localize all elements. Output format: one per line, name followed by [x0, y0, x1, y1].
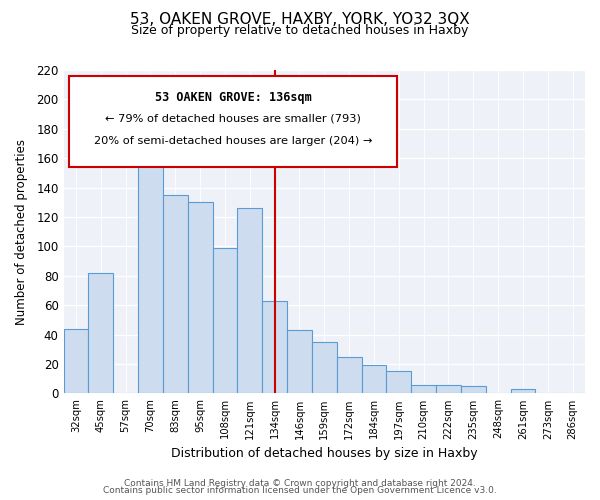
Bar	[188, 202, 212, 394]
Bar	[287, 330, 312, 394]
Bar	[436, 384, 461, 394]
Bar	[337, 356, 362, 394]
Bar	[64, 328, 88, 394]
Bar	[362, 366, 386, 394]
Text: ← 79% of detached houses are smaller (793): ← 79% of detached houses are smaller (79…	[105, 114, 361, 124]
FancyBboxPatch shape	[69, 76, 397, 167]
Bar	[212, 248, 238, 394]
Text: 53, OAKEN GROVE, HAXBY, YORK, YO32 3QX: 53, OAKEN GROVE, HAXBY, YORK, YO32 3QX	[130, 12, 470, 28]
Text: 20% of semi-detached houses are larger (204) →: 20% of semi-detached houses are larger (…	[94, 136, 372, 146]
Bar	[138, 140, 163, 394]
Bar	[511, 389, 535, 394]
Text: 53 OAKEN GROVE: 136sqm: 53 OAKEN GROVE: 136sqm	[155, 91, 311, 104]
Bar	[312, 342, 337, 394]
Y-axis label: Number of detached properties: Number of detached properties	[15, 138, 28, 324]
Bar	[238, 208, 262, 394]
Bar	[88, 273, 113, 394]
X-axis label: Distribution of detached houses by size in Haxby: Distribution of detached houses by size …	[171, 447, 478, 460]
Text: Contains HM Land Registry data © Crown copyright and database right 2024.: Contains HM Land Registry data © Crown c…	[124, 478, 476, 488]
Bar	[461, 386, 485, 394]
Bar	[262, 301, 287, 394]
Text: Size of property relative to detached houses in Haxby: Size of property relative to detached ho…	[131, 24, 469, 37]
Bar	[163, 195, 188, 394]
Bar	[386, 372, 411, 394]
Text: Contains public sector information licensed under the Open Government Licence v3: Contains public sector information licen…	[103, 486, 497, 495]
Bar	[411, 384, 436, 394]
